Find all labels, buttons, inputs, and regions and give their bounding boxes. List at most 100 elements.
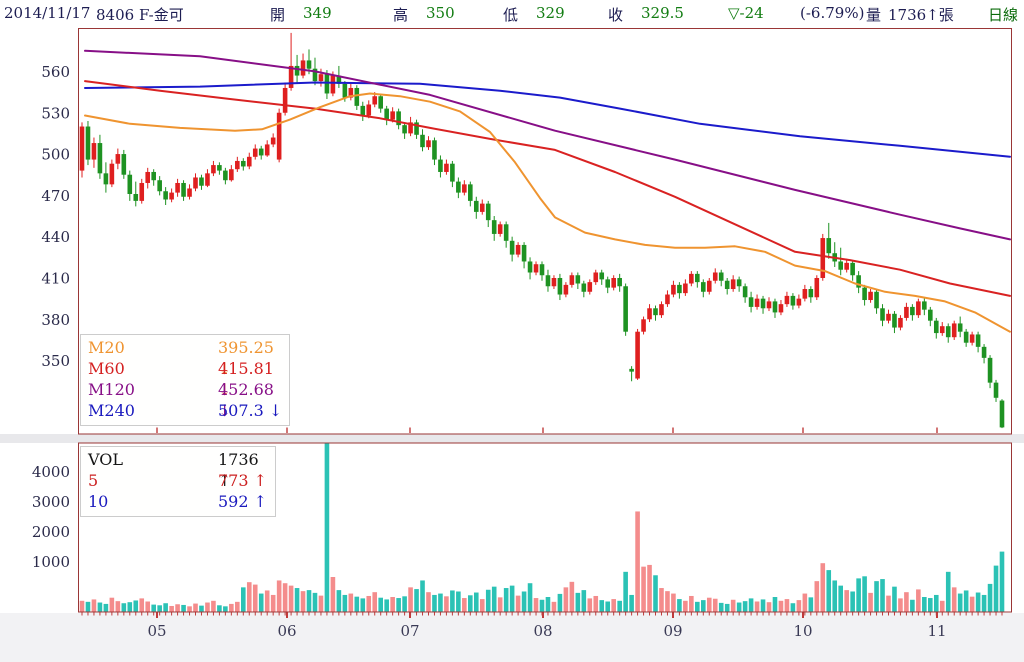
candle-body <box>354 87 360 106</box>
change-percent: (-6.79%) <box>800 4 865 22</box>
price-tick-label: 500 <box>41 146 70 164</box>
candle-body <box>193 177 198 189</box>
volume-bar <box>832 580 838 612</box>
candle-body <box>987 357 993 383</box>
volume-bar <box>533 598 539 612</box>
candle-body <box>939 326 945 334</box>
volume-bar <box>384 599 389 612</box>
candle-body <box>928 309 933 321</box>
candle-body <box>527 261 533 273</box>
volume-bar <box>372 592 378 612</box>
candle-body <box>659 304 664 316</box>
candle-body <box>904 306 909 318</box>
axis-labels: 560 530 500 470 440 410 380 350 4000 3000 2000 1000… <box>32 63 947 640</box>
volume-bar <box>79 600 85 612</box>
volume-bar <box>910 599 915 612</box>
volume-bar <box>993 565 999 612</box>
candle-body <box>515 244 521 255</box>
ma-legend-row-m120: M120 452.68 ↓ <box>88 379 289 420</box>
volume-bar <box>939 600 945 612</box>
volume-bar <box>211 600 216 612</box>
moving-average-lines <box>84 49 1011 333</box>
candle-body <box>497 224 503 234</box>
candle-body <box>880 308 885 321</box>
month-label: 09 <box>663 622 682 640</box>
candle-body <box>736 279 742 287</box>
close-label: 收 <box>608 6 624 24</box>
vol-value: 592 ↑ <box>218 492 268 511</box>
volume-bar <box>420 580 425 612</box>
high-value: 350 <box>426 4 455 22</box>
candle-body <box>724 280 730 290</box>
volume-bar <box>91 599 97 612</box>
candle-body <box>665 294 670 305</box>
volume-bar <box>187 606 192 612</box>
volume-bar <box>521 591 527 612</box>
volume-bar <box>808 597 814 612</box>
volume-bar <box>205 602 210 612</box>
price-tick-label: 440 <box>41 228 70 246</box>
volume-bar <box>796 600 802 612</box>
volume-bar <box>951 587 957 612</box>
candle-body <box>181 182 186 197</box>
candle-body <box>103 173 109 185</box>
volume-bar <box>157 605 162 612</box>
vol-value: 1736 ↑ <box>218 450 259 490</box>
candle-body <box>246 156 252 167</box>
ma-value: 415.81 ↓ <box>218 359 274 399</box>
candle-body <box>205 173 210 186</box>
candle-body <box>163 191 168 200</box>
volume-bar <box>539 599 545 612</box>
volume-bar <box>181 604 186 612</box>
candle-body <box>581 283 587 292</box>
quote-header: 2014/11/17 8406 F-金可 開 349 高 350 低 329 收… <box>0 0 1024 27</box>
up-arrow-icon: ↑ <box>253 471 268 490</box>
volume-bar <box>240 587 246 612</box>
volume-bar <box>963 590 969 612</box>
candle-body <box>456 181 461 193</box>
volume-bar <box>593 595 599 612</box>
volume-bar <box>139 598 145 612</box>
candle-body <box>605 279 611 288</box>
volume-bar <box>97 602 103 612</box>
candle-body <box>999 400 1005 428</box>
volume-bar <box>760 599 766 612</box>
volume-bar <box>629 594 634 612</box>
volume-bar <box>587 598 593 612</box>
volume-bar <box>922 597 927 612</box>
period-selector[interactable]: 日線 <box>988 6 1019 24</box>
volume-bar <box>312 592 318 612</box>
volume-bar <box>450 590 455 612</box>
candle-body <box>462 184 467 193</box>
volume-bar <box>468 595 473 612</box>
price-tick-label: 560 <box>41 63 70 81</box>
volume-bar <box>945 571 951 612</box>
volume-bar <box>611 599 616 612</box>
volume-bar <box>754 601 760 612</box>
candle-body <box>653 308 658 316</box>
volume-bar <box>151 604 156 612</box>
volume-bar <box>772 597 778 612</box>
volume-bar <box>438 593 443 612</box>
volume-bar <box>229 603 234 612</box>
volume-bar <box>348 593 354 612</box>
volume-bar <box>342 594 348 612</box>
candle-body <box>91 143 97 160</box>
volume-bar <box>790 603 796 612</box>
candle-body <box>951 323 957 338</box>
vol-value: 773 ↑ <box>218 471 268 490</box>
candle-body <box>223 170 228 181</box>
volume-bar <box>850 591 855 612</box>
volume-bar <box>444 596 449 612</box>
candle-body <box>360 105 366 116</box>
volume-bar <box>300 591 306 612</box>
vol-label: 10 <box>88 492 109 511</box>
candle-body <box>754 298 760 307</box>
candle-body <box>372 96 378 105</box>
volume-bar <box>706 597 712 612</box>
candle-body <box>808 289 814 298</box>
candle-body <box>892 313 897 328</box>
candle-body <box>229 169 234 181</box>
volume-bar <box>103 603 109 612</box>
